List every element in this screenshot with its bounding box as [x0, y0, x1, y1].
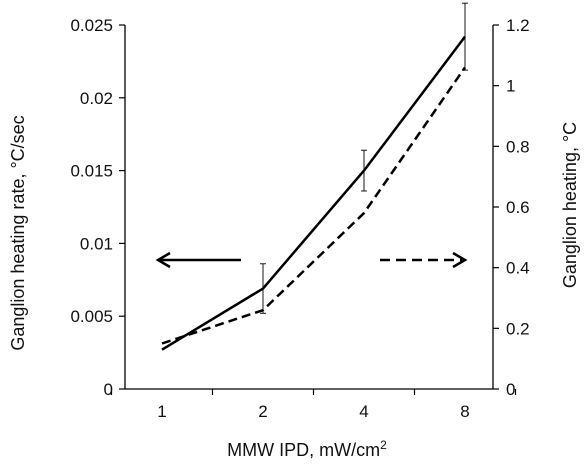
- series-layer: [155, 2, 468, 351]
- right-arrow-head-icon: [452, 251, 468, 269]
- right-y-tick-label: 0: [506, 380, 515, 399]
- right-y-tick-label: 1.2: [506, 16, 530, 35]
- right-y-axis-title: Ganglion heating, °C: [560, 122, 580, 288]
- x-tick-label: 2: [258, 402, 267, 421]
- x-axis-title-superscript: 2: [380, 438, 387, 452]
- x-axis-title: MMW IPD, mW/cm2: [227, 438, 387, 460]
- left-y-tick-label: 0.02: [80, 89, 113, 108]
- left-y-tick-label: 0.005: [70, 307, 113, 326]
- left-y-tick-label: 0.025: [70, 16, 113, 35]
- left-y-tick-label: 0.015: [70, 162, 113, 181]
- right-y-tick-label: 0.6: [506, 198, 530, 217]
- left-y-axis-title: Ganglion heating rate, °C/sec: [8, 115, 28, 350]
- right-y-tick-label: 0.4: [506, 259, 530, 278]
- dashed-series-line: [161, 66, 467, 345]
- right-y-tick-label: 0.8: [506, 137, 530, 156]
- right-y-tick-label: 0.2: [506, 319, 530, 338]
- labels-layer: 0 0.005 0.01 0.015 0.02 0.025 0 0.2 0.4 0.6 0.8 1 1.…: [70, 16, 529, 421]
- x-tick-label: 1: [157, 402, 166, 421]
- left-y-tick-label: 0: [104, 380, 113, 399]
- left-y-tick-label: 0.01: [80, 234, 113, 253]
- axes-layer: [110, 24, 517, 395]
- x-tick-label: 8: [460, 402, 469, 421]
- x-tick-label: 4: [359, 402, 368, 421]
- right-y-tick-label: 1: [506, 77, 515, 96]
- left-arrow-head-icon: [155, 251, 171, 269]
- solid-series-line: [161, 35, 466, 351]
